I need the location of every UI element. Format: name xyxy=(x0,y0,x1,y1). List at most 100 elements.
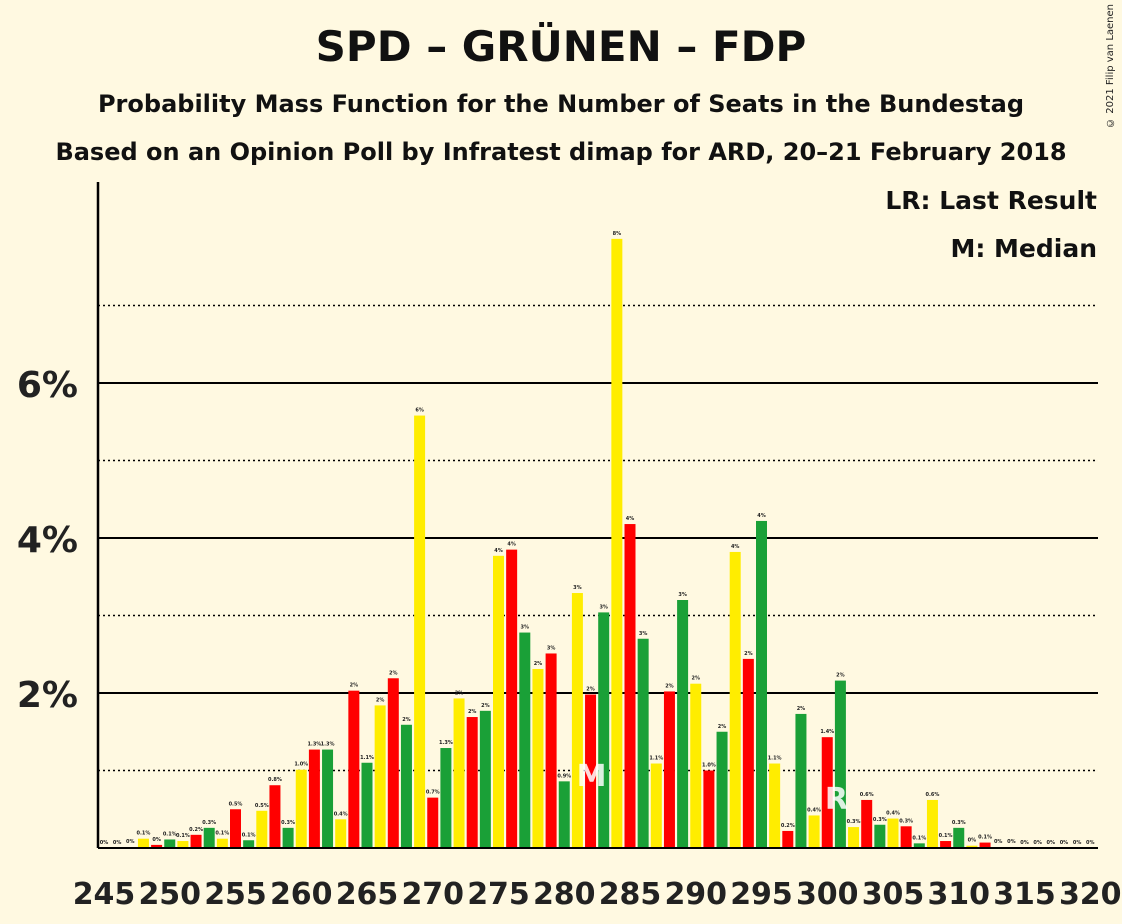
legend-entry: M: Median xyxy=(950,234,1097,263)
bar-278 xyxy=(532,668,544,848)
bar-250 xyxy=(164,839,176,848)
bar-label-280: 0.9% xyxy=(557,773,571,779)
bar-302 xyxy=(848,827,860,848)
bar-label-256: 0.1% xyxy=(242,832,256,838)
bar-289 xyxy=(677,600,689,848)
bar-255 xyxy=(230,809,241,848)
bar-label-262: 1.3% xyxy=(321,742,335,748)
axes xyxy=(96,182,1098,849)
bar-label-268: 2% xyxy=(402,717,411,723)
bar-label-250: 0.1% xyxy=(163,831,177,837)
bar-259 xyxy=(282,827,294,848)
bar-label-270: 0.7% xyxy=(426,790,440,796)
bar-label-264: 2% xyxy=(350,683,359,689)
gridlines xyxy=(98,304,1098,772)
bar-label-308: 0.6% xyxy=(926,792,940,798)
bar-label-259: 0.3% xyxy=(281,820,295,826)
bar-label-289: 3% xyxy=(678,592,687,598)
bar-267 xyxy=(387,678,399,848)
bar-299 xyxy=(808,815,820,848)
bar-label-245: 0% xyxy=(100,840,109,846)
chart-source: Based on an Opinion Poll by Infratest di… xyxy=(55,138,1067,166)
bar-279 xyxy=(545,653,557,848)
bar-271 xyxy=(440,748,452,848)
bar-label-306: 0.3% xyxy=(899,818,913,824)
bar-label-292: 2% xyxy=(718,724,727,730)
bar-262 xyxy=(322,749,334,848)
x-tick-label: 270 xyxy=(401,877,464,912)
bar-268 xyxy=(400,724,412,848)
bar-248 xyxy=(137,838,149,848)
bar-label-286: 3% xyxy=(639,631,648,637)
bar-310 xyxy=(953,827,965,848)
bar-label-282: 2% xyxy=(586,687,595,693)
bar-258 xyxy=(269,785,281,848)
x-tick-labels: 245 250 255 260 265 270 275 280 285 290 295 300 305 3… xyxy=(73,877,1122,912)
bar-label-296: 1.1% xyxy=(768,756,782,762)
bar-254 xyxy=(216,838,228,848)
bar-label-285: 4% xyxy=(626,516,635,522)
bar-label-311: 0% xyxy=(968,838,977,844)
bar-label-318: 0% xyxy=(1060,840,1069,846)
x-tick-label: 265 xyxy=(336,877,399,912)
bar-261 xyxy=(308,749,320,848)
bar-293 xyxy=(729,551,741,848)
bar-label-265: 1.1% xyxy=(360,755,374,761)
x-tick-label: 280 xyxy=(533,877,596,912)
bar-309 xyxy=(940,841,952,848)
bar-label-314: 0% xyxy=(1007,839,1016,845)
bar-label-254: 0.1% xyxy=(215,831,229,837)
bar-270 xyxy=(427,797,439,848)
bar-label-293: 4% xyxy=(731,544,740,550)
bar-label-284: 8% xyxy=(613,231,622,237)
bar-label-300: 1.4% xyxy=(820,729,834,735)
chart-subtitle: Probability Mass Function for the Number… xyxy=(97,90,1025,118)
bar-253 xyxy=(203,827,215,848)
bar-276 xyxy=(506,549,518,848)
y-tick-label: 2% xyxy=(17,675,78,716)
x-tick-label: 300 xyxy=(796,877,859,912)
bar-label-288: 2% xyxy=(665,683,674,689)
bar-label-295: 4% xyxy=(757,513,766,519)
y-tick-label: 6% xyxy=(17,365,78,406)
legend: LR: Last Result M: Median xyxy=(885,186,1097,263)
bar-303 xyxy=(861,799,873,848)
bar-308 xyxy=(926,799,938,848)
bar-251 xyxy=(177,841,189,848)
bar-label-277: 3% xyxy=(521,625,530,631)
bar-label-294: 2% xyxy=(744,651,753,657)
bar-298 xyxy=(795,713,807,848)
bar-label-297: 0.2% xyxy=(781,823,795,829)
x-tick-label: 295 xyxy=(730,877,793,912)
bar-label-274: 2% xyxy=(481,703,490,709)
bar-280 xyxy=(558,781,570,848)
bar-label-320: 0% xyxy=(1086,840,1095,846)
bar-label-301: 2% xyxy=(836,673,845,679)
bar-label-303: 0.6% xyxy=(860,792,874,798)
x-tick-label: 310 xyxy=(927,877,990,912)
y-tick-label: 4% xyxy=(17,520,78,561)
bar-290 xyxy=(690,683,702,848)
bar-256 xyxy=(243,840,255,848)
bar-label-253: 0.3% xyxy=(202,820,216,826)
bar-291 xyxy=(703,770,715,848)
bar-264 xyxy=(348,690,360,848)
bar-294 xyxy=(742,658,754,848)
bar-label-263: 0.4% xyxy=(334,811,348,817)
bar-label-316: 0% xyxy=(1033,840,1042,846)
bar-label-305: 0.4% xyxy=(886,811,900,817)
x-tick-label: 250 xyxy=(138,877,201,912)
x-tick-label: 320 xyxy=(1059,877,1122,912)
bar-300 xyxy=(821,737,833,848)
bar-label-310: 0.3% xyxy=(952,820,966,826)
bar-label-247: 0% xyxy=(126,839,135,845)
bar-label-291: 1.0% xyxy=(702,763,716,769)
bar-263 xyxy=(335,819,347,848)
bar-label-299: 0.4% xyxy=(807,807,821,813)
x-tick-label: 305 xyxy=(862,877,925,912)
bar-label-271: 1.3% xyxy=(439,740,453,746)
bar-305 xyxy=(887,818,899,848)
bar-311 xyxy=(966,845,978,848)
bar-label-313: 0% xyxy=(994,839,1003,845)
bar-label-304: 0.3% xyxy=(873,817,887,823)
